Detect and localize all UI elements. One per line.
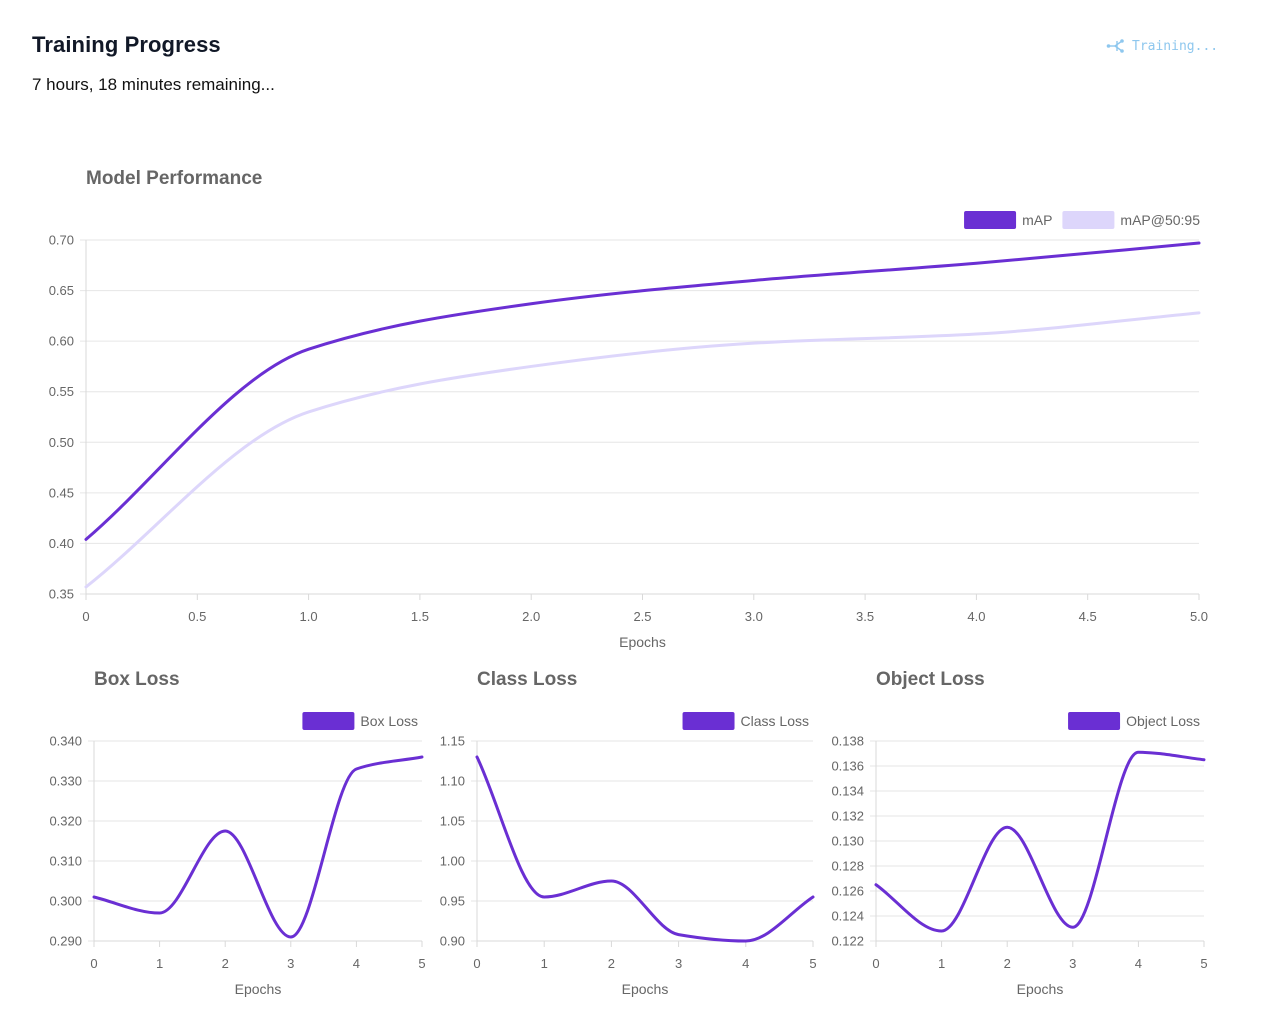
box-loss-x-tick-label: 2	[222, 956, 229, 971]
model-performance-x-tick-label: 1.5	[411, 609, 429, 624]
model-performance-y-tick-label: 0.65	[49, 283, 74, 298]
model-performance-legend-label: mAP@50:95	[1120, 212, 1200, 228]
object-loss-x-tick-label: 0	[872, 956, 879, 971]
model-performance-title: Model Performance	[86, 168, 262, 189]
training-status: Training...	[1106, 37, 1218, 55]
status-text: Training...	[1132, 38, 1219, 54]
model-performance-legend-label: mAP	[1022, 212, 1052, 228]
model-performance-x-tick-label: 4.0	[967, 609, 985, 624]
box-loss-x-tick-label: 1	[156, 956, 163, 971]
model-performance-x-tick-label: 3.0	[745, 609, 763, 624]
class-loss-x-tick-label: 2	[608, 956, 615, 971]
model-performance-series-map-50-95	[84, 311, 1201, 589]
model-performance-x-tick-label: 2.5	[633, 609, 651, 624]
object-loss-y-tick-label: 0.134	[831, 784, 864, 799]
class-loss-title: Class Loss	[477, 669, 577, 690]
object-loss-x-tick-label: 4	[1135, 956, 1142, 971]
object-loss-y-tick-label: 0.128	[831, 859, 864, 874]
model-performance-x-tick-label: 0.5	[188, 609, 206, 624]
box-loss-x-tick-label: 5	[418, 956, 425, 971]
class-loss-legend-label: Class Loss	[741, 713, 809, 729]
class-loss-x-tick-label: 0	[473, 956, 480, 971]
class-loss-x-axis-title: Epochs	[622, 981, 669, 997]
model-performance-x-tick-label: 3.5	[856, 609, 874, 624]
object-loss-x-tick-label: 3	[1069, 956, 1076, 971]
model-performance-x-axis-title: Epochs	[619, 634, 666, 650]
class-loss-legend-swatch-class-loss	[682, 712, 735, 730]
model-performance-x-tick-label: 2.0	[522, 609, 540, 624]
object-loss-legend-label: Object Loss	[1126, 713, 1200, 729]
box-loss-x-tick-label: 3	[287, 956, 294, 971]
network-nodes-icon	[1106, 38, 1126, 54]
box-loss-x-tick-label: 4	[353, 956, 360, 971]
model-performance-legend-swatch-map-50-95	[1062, 211, 1115, 229]
model-performance-y-tick-label: 0.40	[49, 536, 74, 551]
class-loss-y-tick-label: 1.10	[440, 774, 465, 789]
model-performance-y-tick-label: 0.35	[49, 587, 74, 602]
box-loss-y-tick-label: 0.340	[49, 734, 82, 749]
object-loss-title: Object Loss	[876, 669, 985, 690]
object-loss-y-tick-label: 0.122	[831, 934, 864, 949]
object-loss-legend-swatch-object-loss	[1068, 712, 1121, 730]
page-title: Training Progress	[32, 32, 221, 57]
class-loss-x-tick-label: 5	[809, 956, 816, 971]
class-loss-y-tick-label: 1.00	[440, 854, 465, 869]
object-loss-y-tick-label: 0.124	[831, 909, 864, 924]
object-loss-y-tick-label: 0.126	[831, 884, 864, 899]
model-performance-y-tick-label: 0.50	[49, 435, 74, 450]
object-loss-x-axis-title: Epochs	[1017, 981, 1064, 997]
model-performance-y-tick-label: 0.70	[49, 233, 74, 248]
box-loss-title: Box Loss	[94, 669, 180, 690]
object-loss-x-tick-label: 2	[1004, 956, 1011, 971]
model-performance-x-tick-label: 1.0	[300, 609, 318, 624]
box-loss-y-tick-label: 0.320	[49, 814, 82, 829]
object-loss-y-tick-label: 0.132	[831, 809, 864, 824]
class-loss-x-tick-label: 4	[742, 956, 749, 971]
class-loss-y-tick-label: 0.95	[440, 894, 465, 909]
box-loss-y-tick-label: 0.310	[49, 854, 82, 869]
box-loss-legend-label: Box Loss	[360, 713, 418, 729]
class-loss-x-tick-label: 3	[675, 956, 682, 971]
model-performance-y-tick-label: 0.60	[49, 334, 74, 349]
class-loss-y-tick-label: 1.15	[440, 734, 465, 749]
box-loss-y-tick-label: 0.290	[49, 934, 82, 949]
model-performance-series-map	[84, 241, 1201, 541]
box-loss-y-tick-label: 0.300	[49, 894, 82, 909]
box-loss-y-tick-label: 0.330	[49, 774, 82, 789]
object-loss-y-tick-label: 0.130	[831, 834, 864, 849]
model-performance-legend-swatch-map	[964, 211, 1017, 229]
model-performance-x-tick-label: 4.5	[1079, 609, 1097, 624]
model-performance-y-tick-label: 0.45	[49, 485, 74, 500]
class-loss-y-tick-label: 1.05	[440, 814, 465, 829]
class-loss-x-tick-label: 1	[541, 956, 548, 971]
box-loss-x-tick-label: 0	[90, 956, 97, 971]
time-remaining-text: 7 hours, 18 minutes remaining...	[32, 75, 275, 94]
class-loss-y-tick-label: 0.90	[440, 934, 465, 949]
object-loss-y-tick-label: 0.138	[831, 734, 864, 749]
model-performance-y-tick-label: 0.55	[49, 384, 74, 399]
box-loss-x-axis-title: Epochs	[235, 981, 282, 997]
model-performance-x-tick-label: 0	[82, 609, 89, 624]
box-loss-legend-swatch-box-loss	[302, 712, 355, 730]
object-loss-y-tick-label: 0.136	[831, 759, 864, 774]
box-loss-series-box-loss	[92, 755, 424, 939]
object-loss-x-tick-label: 5	[1200, 956, 1207, 971]
model-performance-x-tick-label: 5.0	[1190, 609, 1208, 624]
class-loss-series-class-loss	[475, 755, 815, 943]
object-loss-x-tick-label: 1	[938, 956, 945, 971]
object-loss-series-object-loss	[874, 750, 1206, 933]
